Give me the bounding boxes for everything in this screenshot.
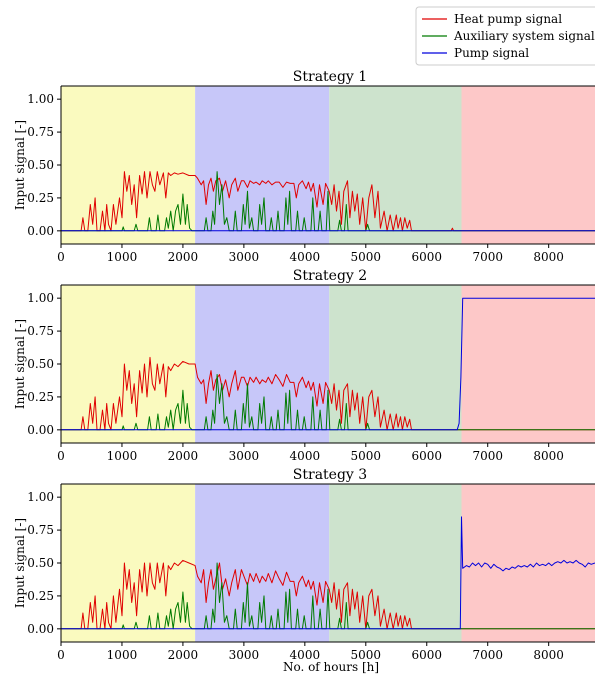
x-tick-label: 7000 [472, 250, 503, 264]
background-band [61, 86, 196, 244]
x-tick-label: 5000 [351, 449, 382, 463]
series-line-pump-signal [61, 516, 595, 630]
x-tick-label: 0 [57, 250, 65, 264]
legend-label: Pump signal [454, 46, 529, 60]
y-tick-label: 0.25 [27, 390, 54, 404]
y-tick-label: 0.75 [27, 324, 54, 338]
y-tick-label: 0.75 [27, 523, 54, 537]
x-tick-label: 1000 [107, 648, 138, 662]
y-tick-label: 1.00 [27, 92, 54, 106]
x-tick-label: 6000 [411, 648, 442, 662]
panel-title: Strategy 2 [293, 268, 367, 284]
panel-strategy-3: Strategy 3 0.00 0.25 0.50 0.75 1.00 0 1000 2000 3… [13, 467, 595, 662]
y-axis-label: Input signal [-] [13, 518, 27, 608]
panel-title: Strategy 3 [293, 467, 367, 483]
y-tick-label: 1.00 [27, 490, 54, 504]
series-group [61, 516, 595, 630]
y-tick-label: 0.00 [27, 622, 54, 636]
background-band [461, 484, 595, 642]
legend-label: Auxiliary system signal [453, 29, 595, 43]
series-line-heat-pump-signal [61, 559, 595, 630]
x-tick-label: 4000 [290, 250, 321, 264]
y-tick-label: 0.25 [27, 191, 54, 205]
panels: Strategy 1 0.00 0.25 0.50 0.75 1.00 0 1000 2000 3… [13, 69, 595, 662]
x-tick-label: 2000 [168, 449, 199, 463]
x-tick-label: 7000 [472, 648, 503, 662]
series-group [61, 171, 595, 232]
x-tick-label: 5000 [351, 250, 382, 264]
background-band [461, 285, 595, 443]
x-tick-label: 7000 [472, 449, 503, 463]
series-line-pump-signal [61, 297, 595, 431]
series-line-heat-pump-signal [61, 171, 595, 232]
x-tick-label: 4000 [290, 648, 321, 662]
x-tick-label: 6000 [411, 250, 442, 264]
x-tick-label: 5000 [351, 648, 382, 662]
y-tick-label: 0.50 [27, 556, 54, 570]
y-tick-label: 0.75 [27, 125, 54, 139]
y-axis-label: Input signal [-] [13, 319, 27, 409]
y-tick-label: 0.50 [27, 158, 54, 172]
x-tick-label: 1000 [107, 250, 138, 264]
x-tick-label: 1000 [107, 449, 138, 463]
y-tick-label: 1.00 [27, 291, 54, 305]
x-tick-label: 4000 [290, 449, 321, 463]
panel-strategy-1: Strategy 1 0.00 0.25 0.50 0.75 1.00 0 1000 2000 3… [13, 69, 595, 264]
y-tick-label: 0.25 [27, 589, 54, 603]
x-tick-label: 8000 [533, 250, 564, 264]
x-tick-label: 8000 [533, 449, 564, 463]
x-tick-label: 3000 [229, 250, 260, 264]
x-tick-label: 3000 [229, 648, 260, 662]
y-tick-label: 0.00 [27, 224, 54, 238]
x-tick-label: 2000 [168, 648, 199, 662]
x-tick-label: 0 [57, 648, 65, 662]
x-tick-label: 8000 [533, 648, 564, 662]
y-axis-label: Input signal [-] [13, 120, 27, 210]
background-band [461, 86, 595, 244]
series-line-auxiliary-system-signal [61, 374, 595, 431]
series-line-auxiliary-system-signal [61, 171, 595, 232]
x-tick-label: 6000 [411, 449, 442, 463]
legend-label: Heat pump signal [454, 12, 562, 26]
legend: Heat pump signal Auxiliary system signal P… [415, 6, 595, 66]
series-line-auxiliary-system-signal [61, 562, 595, 630]
legend-frame [415, 6, 595, 66]
x-tick-label: 2000 [168, 250, 199, 264]
series-group [61, 297, 595, 431]
x-tick-label: 3000 [229, 449, 260, 463]
panel-title: Strategy 1 [293, 69, 367, 85]
y-tick-label: 0.50 [27, 357, 54, 371]
x-tick-label: 0 [57, 449, 65, 463]
series-line-heat-pump-signal [61, 356, 595, 431]
y-tick-label: 0.00 [27, 423, 54, 437]
x-axis-label: No. of hours [h] [283, 660, 379, 674]
panel-strategy-2: Strategy 2 0.00 0.25 0.50 0.75 1.00 0 1000 2000 3… [13, 268, 595, 463]
